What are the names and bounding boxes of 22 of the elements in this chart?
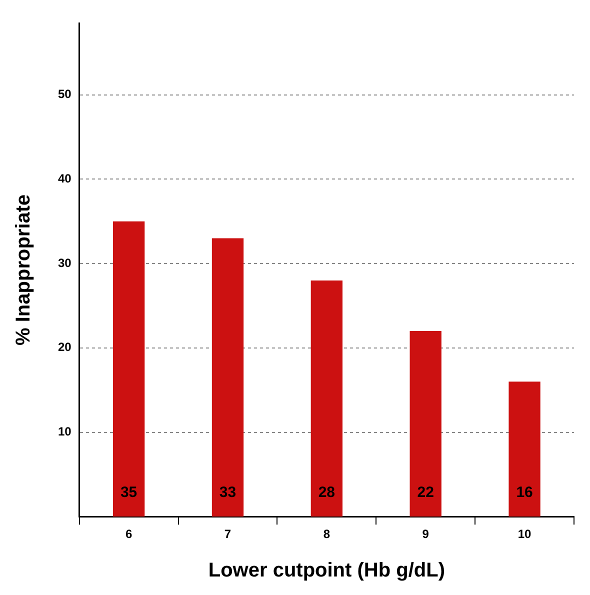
x-tick-label: 8 <box>323 527 330 542</box>
y-tick-label: 40 <box>58 172 72 186</box>
x-tick-label: 7 <box>224 527 232 542</box>
y-tick-label: 20 <box>58 340 72 354</box>
y-tick-label: 10 <box>58 424 72 439</box>
x-tick-label: 10 <box>518 527 532 542</box>
x-axis-title: Lower cutpoint (Hb g/dL) <box>208 560 445 582</box>
x-tick-label: 9 <box>422 527 430 542</box>
bar <box>310 280 343 517</box>
data-label: 16 <box>516 484 533 502</box>
data-label: 22 <box>417 484 434 502</box>
bar <box>410 331 442 517</box>
bar <box>112 221 145 517</box>
data-label: 28 <box>318 484 336 502</box>
bar <box>508 382 540 517</box>
y-tick-label: 50 <box>58 87 72 102</box>
data-label: 35 <box>120 484 138 502</box>
x-tick-label: 6 <box>125 527 132 542</box>
y-axis-title: % Inappropriate <box>12 194 35 346</box>
bar <box>212 238 244 517</box>
y-tick-label: 30 <box>58 256 72 270</box>
data-label: 33 <box>219 484 236 502</box>
